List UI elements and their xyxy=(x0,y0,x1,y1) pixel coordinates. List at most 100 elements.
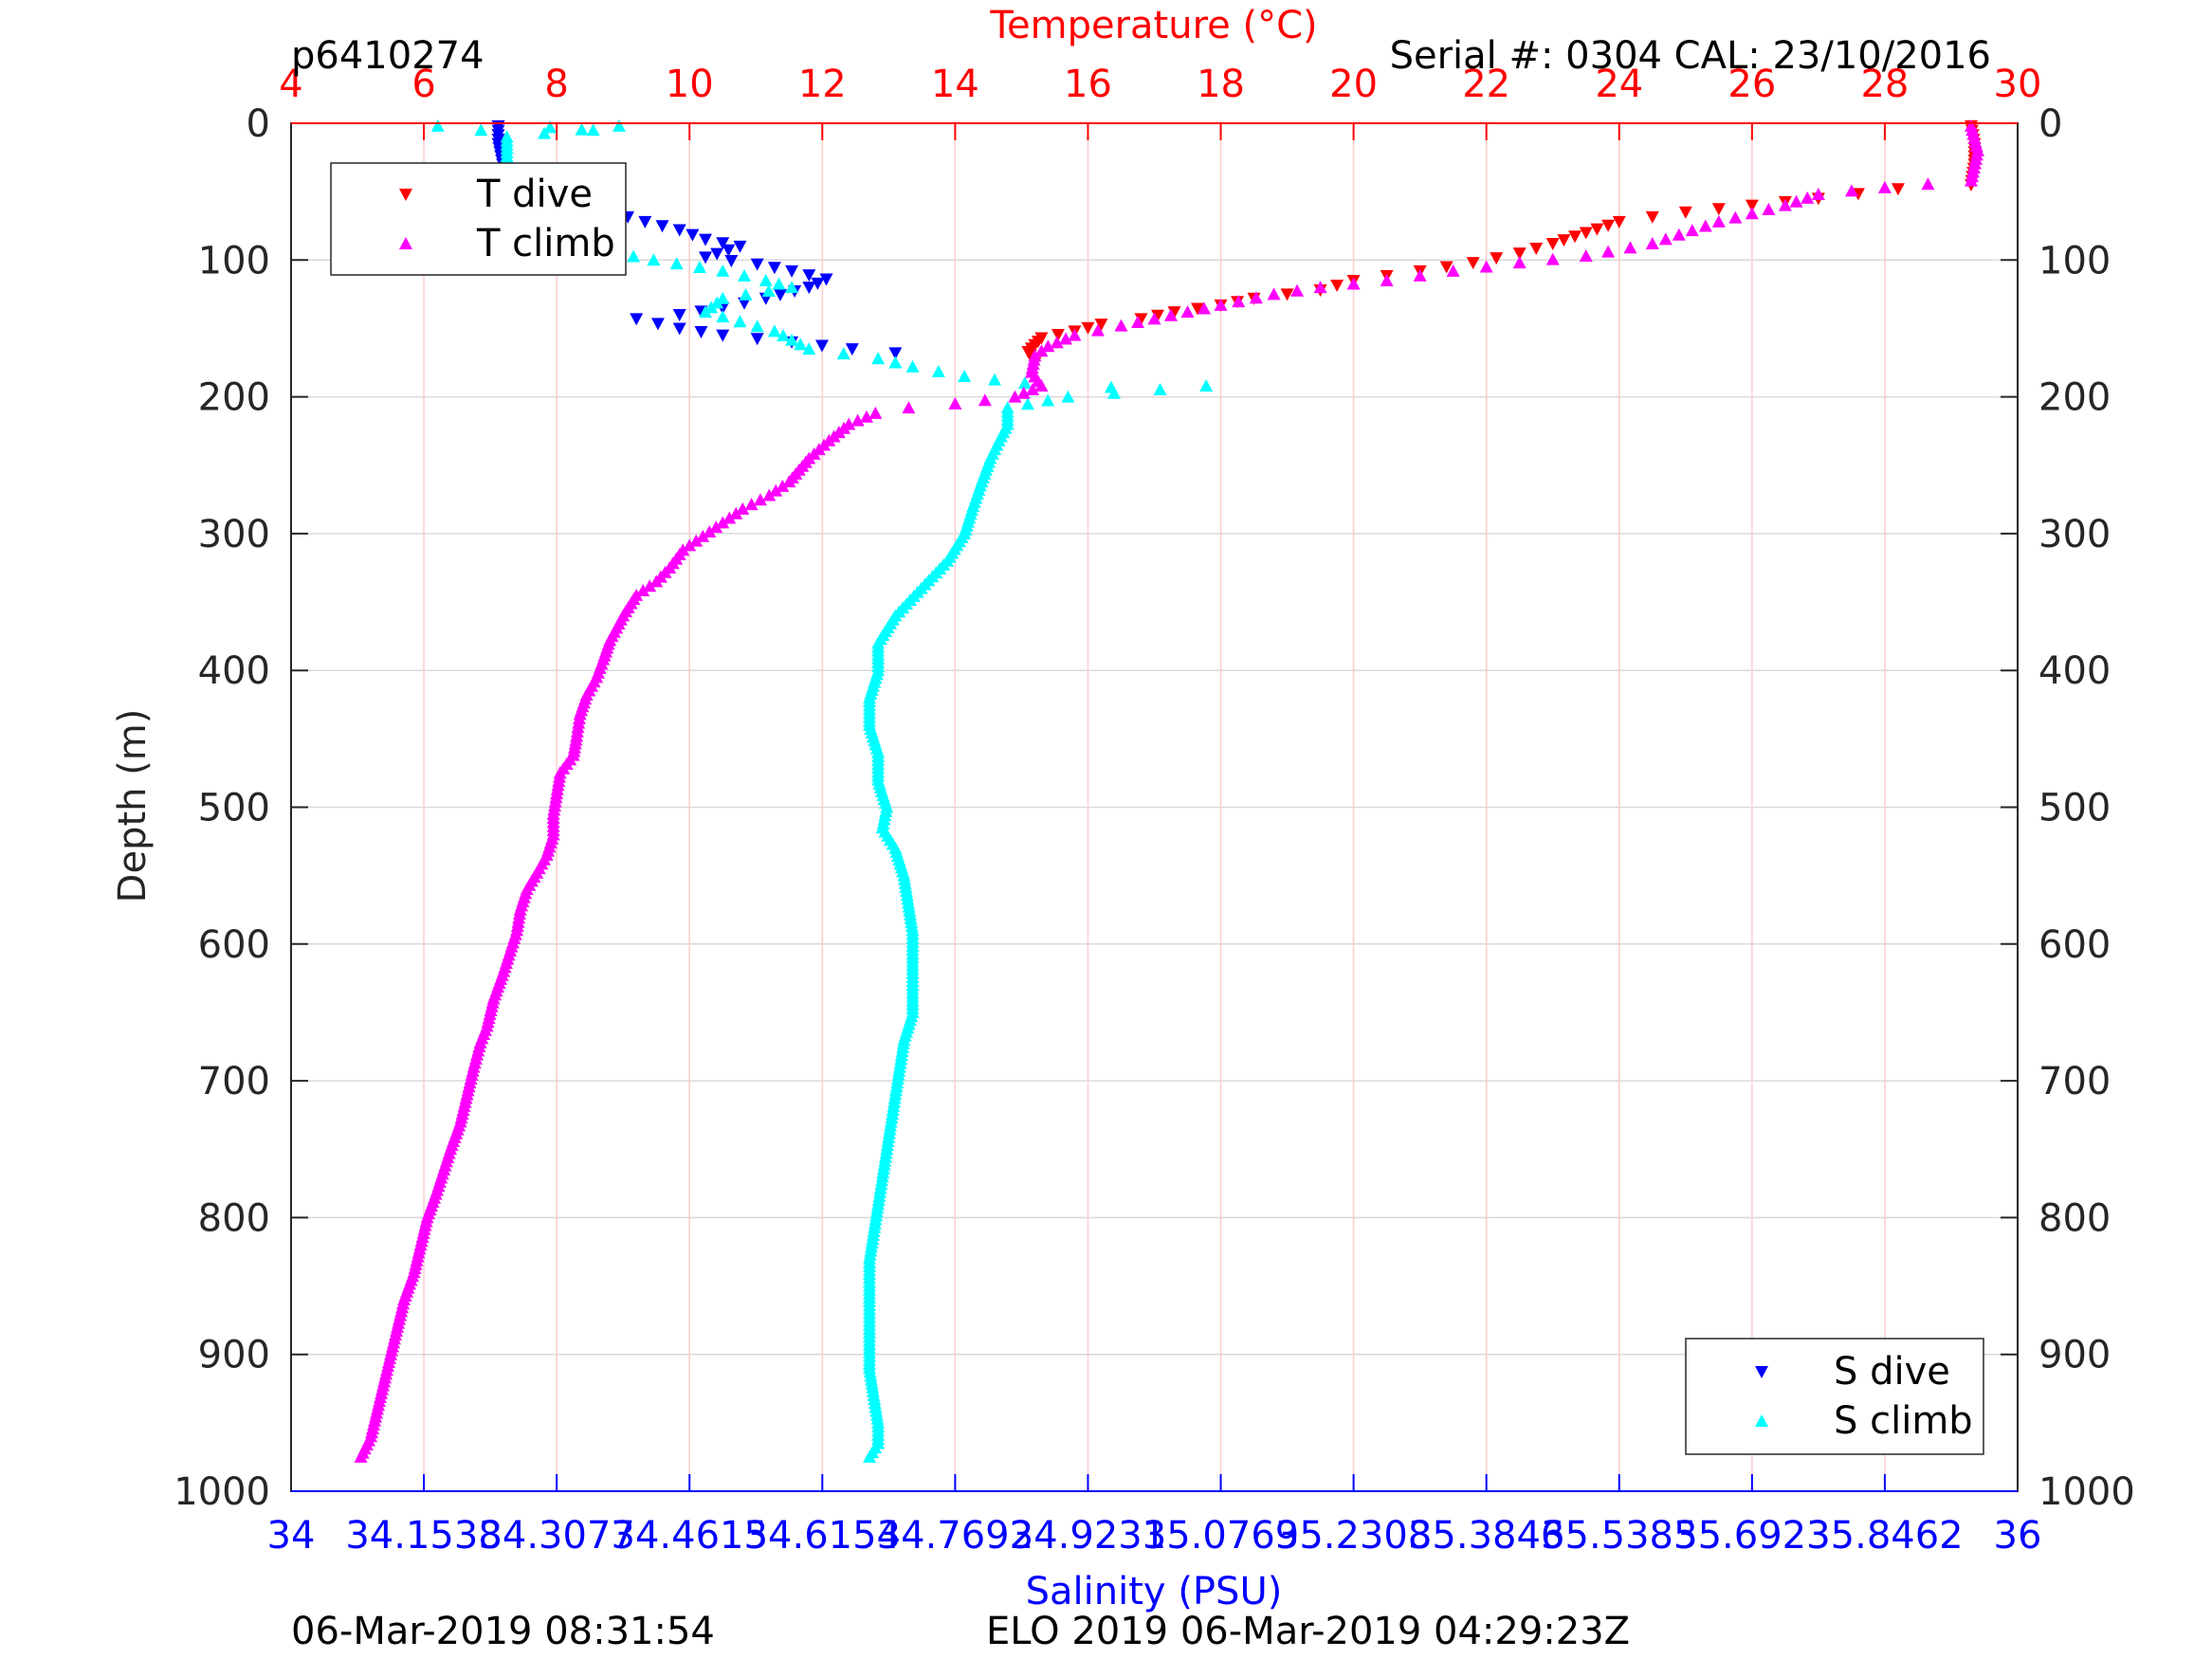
salinity-tick-label: 34.6154 xyxy=(744,1514,901,1558)
depth-axis-title: Depth (m) xyxy=(111,709,155,903)
legend-t-dive-marker xyxy=(399,189,412,201)
data-point xyxy=(1672,228,1686,241)
data-point xyxy=(1249,291,1263,304)
data-point xyxy=(767,262,781,275)
data-point xyxy=(1267,287,1281,301)
temperature-axis-title: Temperature (°C) xyxy=(989,4,1317,47)
depth-tick-label-right: 0 xyxy=(2038,102,2062,146)
data-point xyxy=(1590,223,1604,236)
data-point xyxy=(1041,339,1055,353)
data-point xyxy=(860,410,873,423)
legend-salinity-box xyxy=(1685,1338,1984,1455)
data-point xyxy=(1579,248,1593,262)
data-point xyxy=(888,347,903,360)
data-point xyxy=(1545,237,1560,250)
depth-tick-label-right: 500 xyxy=(2038,787,2111,830)
salinity-tick-label: 34.3077 xyxy=(478,1514,634,1558)
data-point xyxy=(696,529,710,542)
data-point xyxy=(738,268,752,282)
data-point xyxy=(1801,191,1815,204)
depth-tick-label-left: 100 xyxy=(198,239,270,283)
data-point xyxy=(782,475,796,488)
data-point xyxy=(672,224,686,237)
data-point xyxy=(1877,180,1892,193)
data-point xyxy=(699,233,713,246)
data-point xyxy=(794,337,808,351)
depth-tick-label-left: 800 xyxy=(198,1196,270,1240)
temperature-tick-label: 8 xyxy=(544,63,568,106)
salinity-tick-label: 35.3846 xyxy=(1408,1514,1564,1558)
data-point xyxy=(1346,277,1361,290)
data-point xyxy=(733,240,747,253)
data-point xyxy=(655,220,669,233)
data-point xyxy=(1645,236,1659,249)
depth-tick-label-right: 800 xyxy=(2038,1196,2111,1240)
data-point xyxy=(716,329,730,342)
data-point xyxy=(1313,281,1327,294)
legend-s-climb-label: S climb xyxy=(1834,1399,1973,1443)
data-point xyxy=(744,498,759,511)
data-point xyxy=(759,273,773,286)
depth-tick-label-right: 200 xyxy=(2038,376,2111,420)
salinity-tick-label: 34.1538 xyxy=(345,1514,502,1558)
data-point xyxy=(1844,184,1858,197)
data-point xyxy=(811,277,825,290)
data-point xyxy=(1964,173,1978,187)
salinity-tick-label: 35.5385 xyxy=(1541,1514,1697,1558)
data-point xyxy=(650,318,665,331)
data-point xyxy=(1512,256,1526,269)
data-point xyxy=(1529,243,1544,256)
salinity-tick-label: 35.0769 xyxy=(1143,1514,1299,1558)
data-point xyxy=(1147,312,1161,325)
axes-layer: 0 0 100 100 200 200 300 300 400 400 500 500 600 600 70… xyxy=(174,63,2135,1558)
salinity-tick-label: 35.2308 xyxy=(1275,1514,1432,1558)
legend-t-dive-label: T dive xyxy=(476,173,593,216)
data-point xyxy=(612,118,626,132)
data-point xyxy=(1557,234,1571,247)
data-point xyxy=(716,237,730,250)
depth-tick-label-left: 200 xyxy=(198,376,270,420)
legend-temperature-box xyxy=(330,162,627,276)
depth-tick-label-right: 600 xyxy=(2038,923,2111,967)
salinity-tick-label: 34.7692 xyxy=(877,1514,1033,1558)
data-point xyxy=(863,1449,877,1463)
data-point xyxy=(724,255,739,268)
salinity-tick-label: 34 xyxy=(267,1514,316,1558)
data-point xyxy=(1658,232,1673,246)
series-t-climb xyxy=(354,118,1984,1463)
data-point xyxy=(686,228,700,242)
data-point xyxy=(643,579,657,592)
legend-salinity: S dive S climb xyxy=(1685,1338,1984,1455)
data-point xyxy=(1199,379,1214,392)
data-point xyxy=(647,253,661,266)
data-point xyxy=(1017,376,1032,390)
data-point xyxy=(1762,202,1776,215)
data-point xyxy=(703,524,717,538)
data-point xyxy=(785,264,799,278)
temperature-tick-label: 30 xyxy=(1994,63,2042,106)
data-point xyxy=(1034,379,1049,392)
data-point xyxy=(722,244,736,257)
data-point xyxy=(1711,214,1726,228)
data-point xyxy=(819,273,833,286)
data-point xyxy=(802,269,816,283)
depth-tick-label-left: 0 xyxy=(247,102,270,146)
data-point xyxy=(773,288,787,301)
data-point xyxy=(1330,279,1344,292)
data-point xyxy=(354,1449,368,1463)
data-point xyxy=(543,120,558,134)
data-point xyxy=(1745,207,1759,220)
data-point xyxy=(1050,336,1064,349)
data-point xyxy=(1413,268,1427,282)
data-point xyxy=(750,319,764,333)
data-point xyxy=(762,488,777,501)
data-point xyxy=(836,347,850,360)
data-point xyxy=(750,258,764,271)
data-point xyxy=(538,126,552,139)
data-point xyxy=(474,123,488,137)
depth-tick-label-right: 400 xyxy=(2038,649,2111,693)
data-point xyxy=(736,501,750,515)
depth-tick-label-left: 700 xyxy=(198,1060,270,1103)
depth-tick-label-right: 900 xyxy=(2038,1334,2111,1377)
data-point xyxy=(738,297,752,310)
